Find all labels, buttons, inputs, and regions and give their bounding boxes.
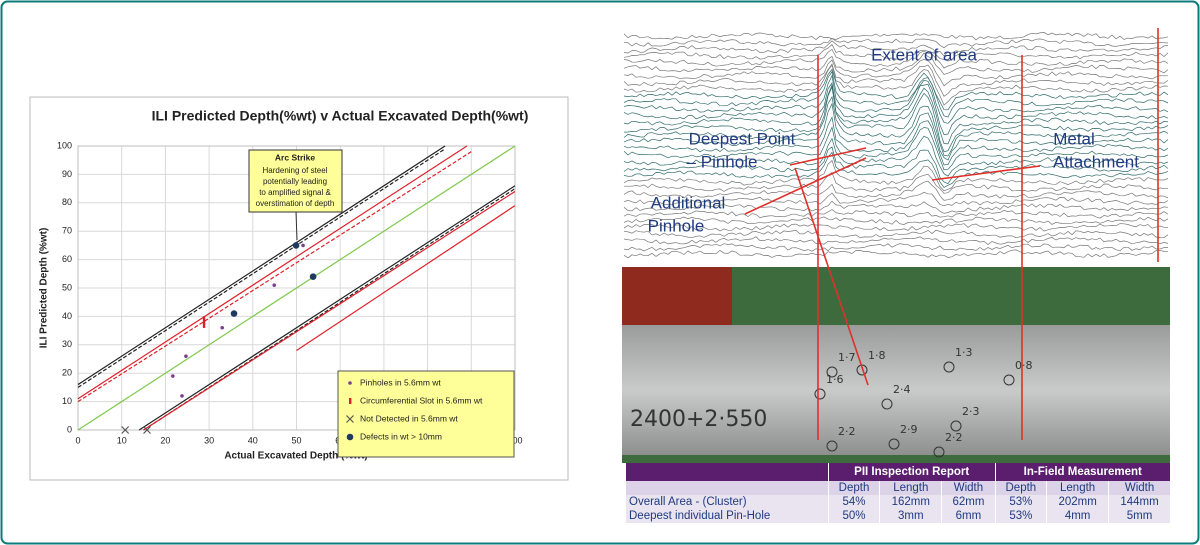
table-cell: PII Inspection Report (828, 463, 995, 481)
y-tick-label: 40 (62, 311, 72, 321)
handwriting: 2·2 (838, 425, 856, 438)
point (310, 273, 317, 280)
annotation-title: Arc Strike (275, 152, 315, 162)
handwriting: 1·3 (955, 346, 973, 359)
handwriting: 2·9 (900, 423, 918, 436)
legend-label: Defects in wt > 10mm (360, 431, 442, 441)
chart-title: ILI Predicted Depth(%wt) v Actual Excava… (152, 108, 529, 124)
handwriting: 1·7 (838, 351, 856, 364)
point (180, 394, 184, 398)
handwriting: 2400+2·550 (630, 407, 767, 432)
label: – Pinhole (687, 152, 758, 171)
table-cell: Width (1109, 481, 1170, 495)
y-tick-label: 80 (62, 197, 72, 207)
table-cell: Length (880, 481, 942, 495)
annotation-line: Hardening of steel (263, 166, 328, 175)
table-cell: 62mm (942, 495, 995, 509)
table-cell: Length (1047, 481, 1109, 495)
photo: 1·7 1·8 1·3 0·8 1·6 2·4 2·3 2·2 2·2 2·9 2400+2·550 (622, 267, 1170, 463)
y-tick-label: 100 (57, 140, 72, 150)
table-cell: 5mm (1109, 509, 1170, 523)
x-tick-label: 10 (117, 435, 127, 445)
x-tick-label: 40 (248, 435, 258, 445)
x-tick-label: 30 (204, 435, 214, 445)
table-cell: 6mm (942, 509, 995, 523)
handwriting: 2·4 (893, 383, 911, 396)
table-cell: 53% (995, 509, 1047, 523)
glove (622, 267, 732, 327)
label: Additional (651, 193, 726, 212)
y-tick-label: 30 (62, 339, 72, 349)
table-cell (626, 463, 829, 481)
y-axis-label: ILI Predicted Depth (%wt) (39, 228, 50, 349)
y-tick-label: 70 (62, 226, 72, 236)
point (272, 283, 276, 287)
handwriting: 2·2 (945, 431, 963, 444)
table-cell (626, 481, 829, 495)
x-tick-label: 20 (160, 435, 170, 445)
point (203, 322, 205, 328)
label: Metal (1053, 129, 1095, 148)
x-tick-label: 50 (291, 435, 301, 445)
handwriting: 1·8 (868, 349, 886, 362)
label: Attachment (1053, 152, 1139, 171)
table-cell: 4mm (1047, 509, 1109, 523)
table-cell: 162mm (880, 495, 942, 509)
y-tick-label: 60 (62, 254, 72, 264)
y-tick-label: 50 (62, 282, 72, 292)
handwriting: 2·3 (962, 405, 980, 418)
table-cell: 50% (828, 509, 880, 523)
legend-label: Not Detected in 5.6mm wt (360, 413, 458, 423)
x-tick-label: 0 (75, 435, 80, 445)
table-cell: 54% (828, 495, 880, 509)
y-tick-label: 0 (67, 424, 72, 434)
label: Pinhole (648, 216, 705, 235)
table-cell: 202mm (1047, 495, 1109, 509)
annotation-line: overstimation of depth (256, 199, 335, 208)
y-tick-label: 20 (62, 368, 72, 378)
y-tick-label: 10 (62, 396, 72, 406)
point (293, 242, 300, 249)
annotation-line: potentially leading (263, 177, 327, 186)
table-cell: 3mm (880, 509, 942, 523)
label: Deepest Point (689, 129, 796, 148)
legend-label: Circumferential Slot in 5.6mm wt (360, 395, 483, 405)
page: ILI Predicted Depth(%wt) v Actual Excava… (0, 0, 1200, 545)
table-cell: Deepest individual Pin-Hole (626, 509, 829, 523)
table-cell: Overall Area - (Cluster) (626, 495, 829, 509)
point (220, 326, 224, 330)
legend-label: Pinholes in 5.6mm wt (360, 377, 441, 387)
point (301, 244, 305, 248)
handwriting: 1·6 (826, 373, 844, 386)
table-cell: In-Field Measurement (995, 463, 1170, 481)
y-tick-label: 90 (62, 169, 72, 179)
annotation-line: to amplified signal & (259, 188, 331, 197)
table-cell: 144mm (1109, 495, 1170, 509)
point (171, 374, 175, 378)
legend-marker (347, 434, 354, 441)
table-cell: Width (942, 481, 995, 495)
legend-marker (348, 381, 352, 385)
legend-marker (349, 398, 351, 404)
handwriting: 0·8 (1015, 359, 1033, 372)
table-row: Deepest individual Pin-Hole50%3mm6mm53%4… (626, 509, 1171, 523)
label: Extent of area (871, 45, 977, 64)
point (184, 354, 188, 358)
table-row: Overall Area - (Cluster)54%162mm62mm53%2… (626, 495, 1171, 509)
table-cell: Depth (995, 481, 1047, 495)
point (231, 310, 238, 317)
table-cell: 53% (995, 495, 1047, 509)
point (203, 316, 205, 322)
table-cell: Depth (828, 481, 880, 495)
